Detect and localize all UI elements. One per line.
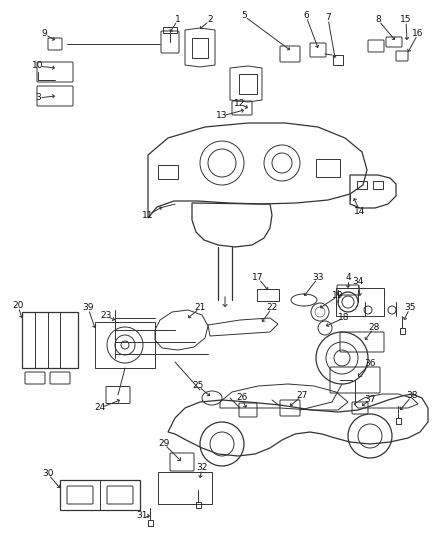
Text: 39: 39 <box>82 303 94 312</box>
Bar <box>195 502 201 508</box>
Text: 7: 7 <box>325 13 331 22</box>
Text: 33: 33 <box>312 273 324 282</box>
Text: 11: 11 <box>142 211 154 220</box>
Text: 1: 1 <box>175 15 181 25</box>
Bar <box>333 55 343 65</box>
Text: 6: 6 <box>303 12 309 20</box>
Text: 10: 10 <box>32 61 44 70</box>
Text: 13: 13 <box>216 111 228 120</box>
Text: 2: 2 <box>207 15 213 25</box>
Bar <box>373 181 383 189</box>
Text: 23: 23 <box>100 311 112 320</box>
Text: 34: 34 <box>352 278 364 287</box>
Text: 27: 27 <box>297 392 307 400</box>
Text: 36: 36 <box>364 359 376 368</box>
Bar <box>239 74 257 94</box>
Text: 18: 18 <box>338 313 350 322</box>
Bar <box>396 418 400 424</box>
Text: 8: 8 <box>375 15 381 25</box>
Text: 9: 9 <box>41 29 47 38</box>
Text: 3: 3 <box>35 93 41 102</box>
Text: 35: 35 <box>404 303 416 312</box>
Text: 31: 31 <box>136 512 148 521</box>
Text: 29: 29 <box>158 440 170 448</box>
Bar <box>357 181 367 189</box>
Text: 21: 21 <box>194 303 206 312</box>
Text: 38: 38 <box>406 392 418 400</box>
Text: 4: 4 <box>345 273 351 282</box>
Text: 30: 30 <box>42 470 54 479</box>
Text: 17: 17 <box>252 273 264 282</box>
Text: 28: 28 <box>368 324 380 333</box>
Text: 37: 37 <box>364 395 376 405</box>
Bar <box>399 328 405 334</box>
Text: 15: 15 <box>400 15 412 25</box>
Text: 19: 19 <box>332 292 344 301</box>
Text: 32: 32 <box>196 464 208 472</box>
Bar <box>163 27 177 33</box>
Bar <box>257 289 279 301</box>
Text: 25: 25 <box>192 382 204 391</box>
Text: 16: 16 <box>412 29 424 38</box>
Text: 5: 5 <box>241 12 247 20</box>
Bar <box>148 520 152 526</box>
Text: 14: 14 <box>354 207 366 216</box>
Text: 12: 12 <box>234 100 246 109</box>
Bar <box>316 159 340 177</box>
Text: 26: 26 <box>237 393 247 402</box>
Text: 24: 24 <box>94 403 106 413</box>
Text: 20: 20 <box>12 302 24 311</box>
Text: 22: 22 <box>266 303 278 312</box>
Bar <box>158 165 178 179</box>
Bar <box>336 288 384 316</box>
Bar <box>192 38 208 58</box>
